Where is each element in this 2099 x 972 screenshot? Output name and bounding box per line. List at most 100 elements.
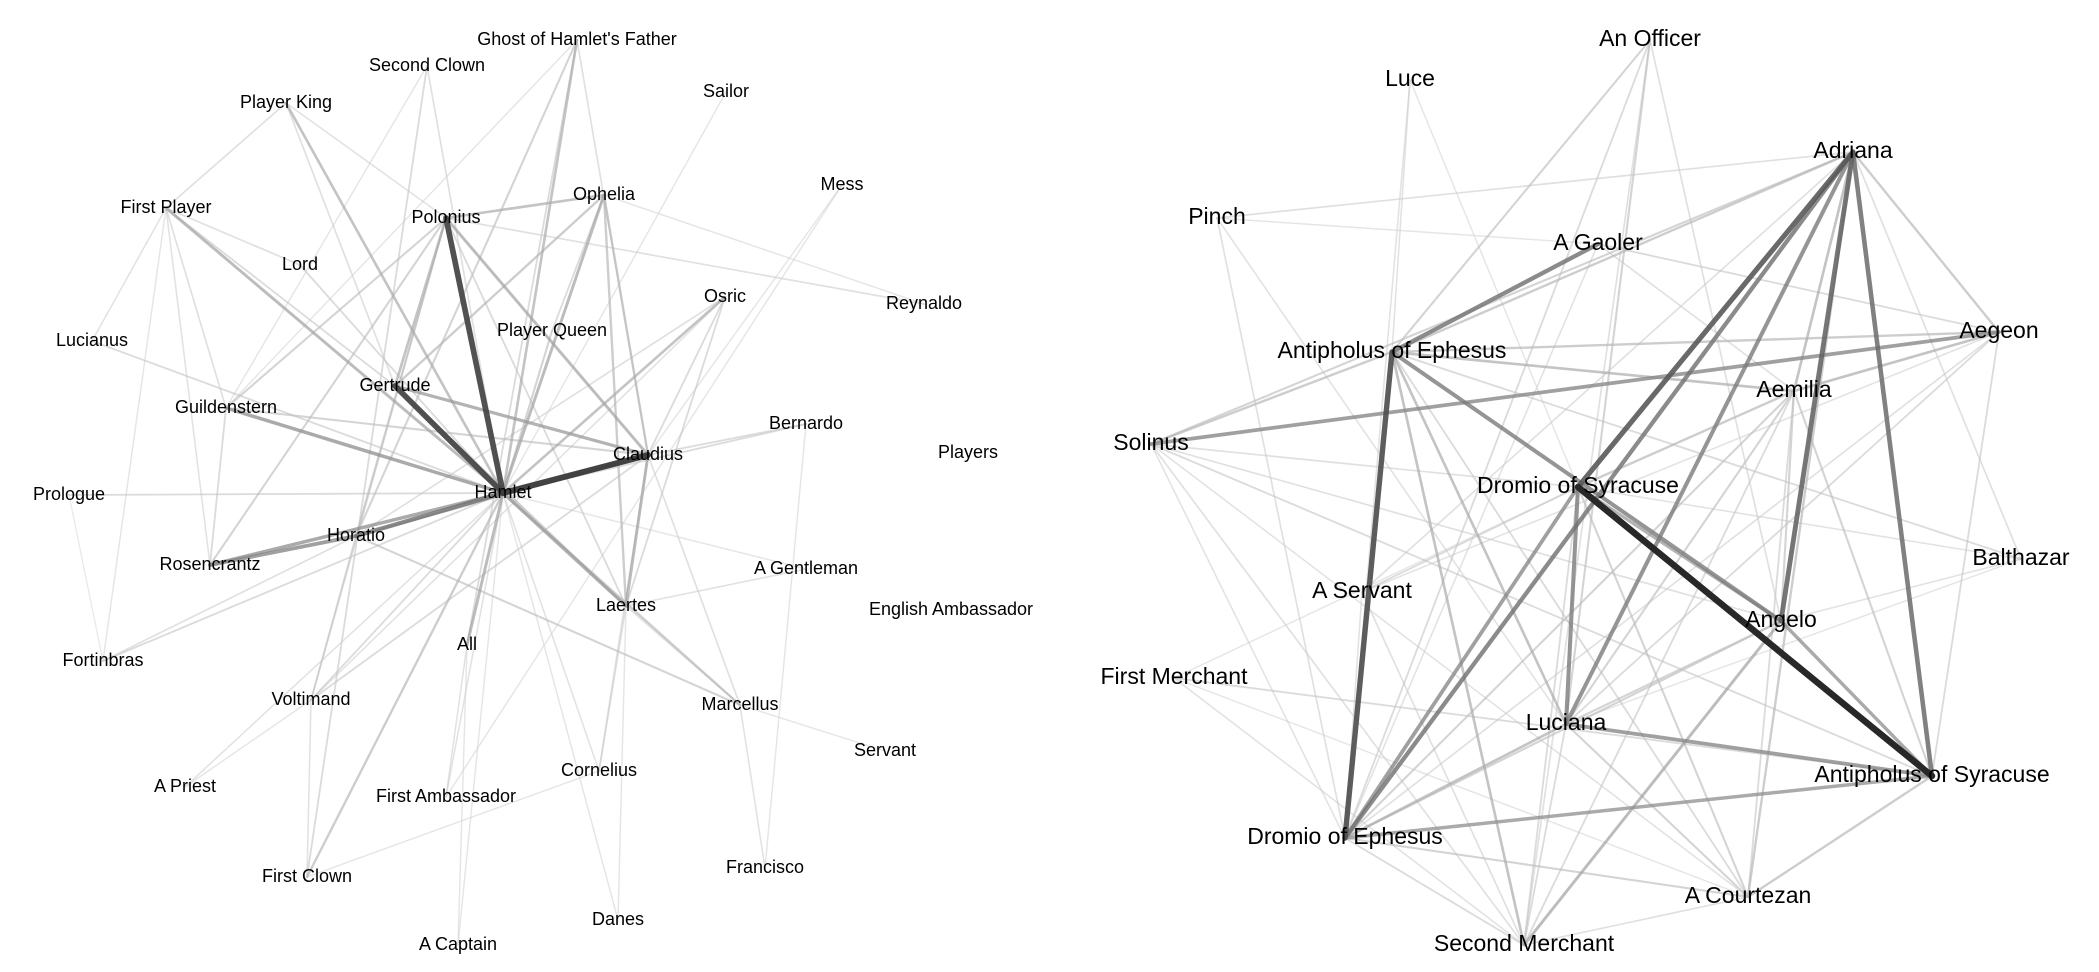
node-label-dromio-of-syracuse: Dromio of Syracuse — [1477, 472, 1679, 498]
edge-hamlet-all — [465, 491, 505, 647]
edge-prologue-fortinbras — [68, 494, 104, 662]
edge-fortinbras-first-player — [102, 207, 167, 662]
node-label-reynaldo: Reynaldo — [886, 293, 962, 313]
edge-antipholus-of-ephesus-second-merchant — [1390, 350, 1526, 947]
edge-aemilia-aegeon — [1792, 330, 2001, 393]
edge-hamlet-prologue — [68, 492, 504, 496]
edge-polonius-laertes — [445, 217, 627, 607]
edge-claudius-laertes — [624, 453, 650, 608]
edge-claudius-polonius — [444, 216, 650, 457]
node-label-a-gaoler: A Gaoler — [1553, 229, 1643, 255]
edge-guildenstern-rosencrantz — [209, 407, 227, 566]
edge-pinch-luciana — [1216, 217, 1567, 725]
node-label-first-player: First Player — [120, 197, 211, 217]
node-label-luce: Luce — [1385, 65, 1435, 91]
node-label-player-king: Player King — [240, 92, 332, 112]
edge-horatio-osric — [355, 296, 726, 537]
edge-hamlet-laertes — [501, 491, 628, 608]
node-label-gertrude: Gertrude — [359, 375, 430, 395]
edge-polonius-reynaldo — [445, 217, 925, 305]
node-label-pinch: Pinch — [1188, 203, 1246, 229]
edge-aegeon-luciana — [1565, 331, 2000, 725]
edge-hamlet-first-player — [164, 206, 505, 495]
edge-antipholus-of-ephesus-solinus — [1149, 350, 1394, 446]
node-label-hamlet: Hamlet — [474, 482, 531, 502]
edge-adriana-balthazar — [1852, 151, 2022, 560]
edge-hamlet-a-priest — [184, 492, 504, 788]
edge-hamlet-polonius — [443, 215, 506, 496]
node-label-aemilia: Aemilia — [1756, 376, 1832, 402]
edge-laertes-a-gentleman — [625, 568, 807, 607]
edge-gertrude-polonius — [393, 216, 448, 388]
edge-player-king-gertrude — [285, 102, 396, 387]
edge-hamlet-cornelius — [502, 492, 600, 772]
node-label-servant: Servant — [854, 740, 916, 760]
comedy-of-errors-edges — [1149, 38, 2022, 947]
edge-claudius-mess — [647, 184, 843, 456]
edge-second-clown-first-clown — [306, 65, 428, 878]
edge-hamlet-first-clown — [305, 491, 505, 879]
edge-antipholus-of-ephesus-dromio-of-ephesus — [1342, 349, 1395, 841]
edge-antipholus-of-ephesus-aemilia — [1390, 350, 1796, 393]
edge-claudius-ophelia — [602, 193, 650, 457]
edge-polonius-guildenstern — [224, 216, 448, 410]
edge-first-merchant-a-courtezan — [1173, 677, 1749, 898]
edge-antipholus-of-ephesus-a-gaoler — [1389, 241, 1601, 355]
edge-first-clown-cornelius — [306, 770, 600, 878]
node-label-fortinbras: Fortinbras — [62, 650, 143, 670]
edge-claudius-marcellus — [647, 454, 741, 706]
edge-hamlet-rosencrantz — [208, 491, 505, 567]
node-label-all: All — [457, 634, 477, 654]
edge-dromio-of-syracuse-antipholus-of-syracuse — [1574, 483, 1936, 780]
node-label-lucianus: Lucianus — [56, 330, 128, 350]
node-label-cornelius: Cornelius — [561, 760, 637, 780]
node-label-antipholus-of-syracuse: Antipholus of Syracuse — [1814, 761, 2049, 787]
node-label-an-officer: An Officer — [1599, 25, 1701, 51]
node-label-first-clown: First Clown — [262, 866, 352, 886]
edge-all-first-ambassador — [445, 644, 468, 798]
edge-first-player-player-king — [165, 102, 287, 209]
edge-balthazar-angelo — [1780, 558, 2022, 622]
edge-solinus-dromio-of-ephesus — [1150, 443, 1346, 839]
edge-antipholus-of-ephesus-luciana — [1390, 350, 1568, 726]
node-label-lord: Lord — [282, 254, 318, 274]
edge-bernardo-francisco — [764, 423, 807, 869]
hamlet-node-labels: Ghost of Hamlet's Father Second Clown Sail… — [33, 29, 1033, 954]
edge-antipholus-of-ephesus-luce — [1391, 79, 1411, 353]
node-label-marcellus: Marcellus — [701, 694, 778, 714]
edge-hamlet-danes — [502, 492, 619, 921]
edge-claudius-bernardo — [647, 423, 807, 456]
edge-dromio-of-ephesus-second-merchant — [1344, 837, 1525, 946]
edge-aegeon-a-servant — [1361, 331, 2000, 593]
edge-aemilia-luciana — [1564, 389, 1796, 726]
edge-hamlet-gertrude — [392, 383, 506, 496]
edge-solinus-angelo — [1150, 443, 1782, 622]
edge-antipholus-of-syracuse-angelo — [1779, 619, 1934, 778]
edge-solinus-antipholus-of-syracuse — [1150, 443, 1933, 777]
edge-first-player-lord — [165, 207, 301, 266]
edge-hamlet-guildenstern — [224, 406, 505, 495]
edge-adriana-antipholus-of-ephesus — [1390, 150, 1855, 354]
edge-dromio-of-syracuse-a-servant — [1361, 486, 1579, 593]
edge-hamlet-a-captain — [457, 492, 504, 946]
comedy-of-errors-network: An Officer Luce Adriana Pinch A Gaoler Aegeon… — [1101, 25, 2070, 956]
node-label-rosencrantz: Rosencrantz — [159, 554, 260, 574]
node-label-polonius: Polonius — [411, 207, 480, 227]
edge-first-player-guildenstern — [165, 207, 227, 409]
node-label-second-clown: Second Clown — [369, 55, 485, 75]
edge-balthazar-dromio-of-syracuse — [1577, 486, 2022, 560]
edge-gertrude-first-player — [165, 207, 396, 387]
edge-solinus-aegeon — [1149, 330, 2001, 446]
hamlet-network: Ghost of Hamlet's Father Second Clown Sail… — [33, 29, 1033, 954]
edge-an-officer-angelo — [1649, 39, 1782, 622]
edge-a-gaoler-aemilia — [1597, 243, 1795, 392]
edge-antipholus-of-syracuse-aemilia — [1792, 389, 1934, 778]
edge-adriana-antipholus-of-syracuse — [1850, 149, 1935, 779]
edge-antipholus-of-syracuse-a-courtezan — [1746, 774, 1934, 899]
edge-gertrude-claudius — [393, 384, 650, 457]
edge-reynaldo-ophelia — [603, 194, 925, 305]
edge-antipholus-of-syracuse-dromio-of-ephesus — [1343, 774, 1934, 840]
node-label-antipholus-of-ephesus: Antipholus of Ephesus — [1278, 337, 1507, 363]
node-label-dromio-of-ephesus: Dromio of Ephesus — [1247, 823, 1443, 849]
node-label-ghost-of-hamlet-s-father: Ghost of Hamlet's Father — [477, 29, 677, 49]
